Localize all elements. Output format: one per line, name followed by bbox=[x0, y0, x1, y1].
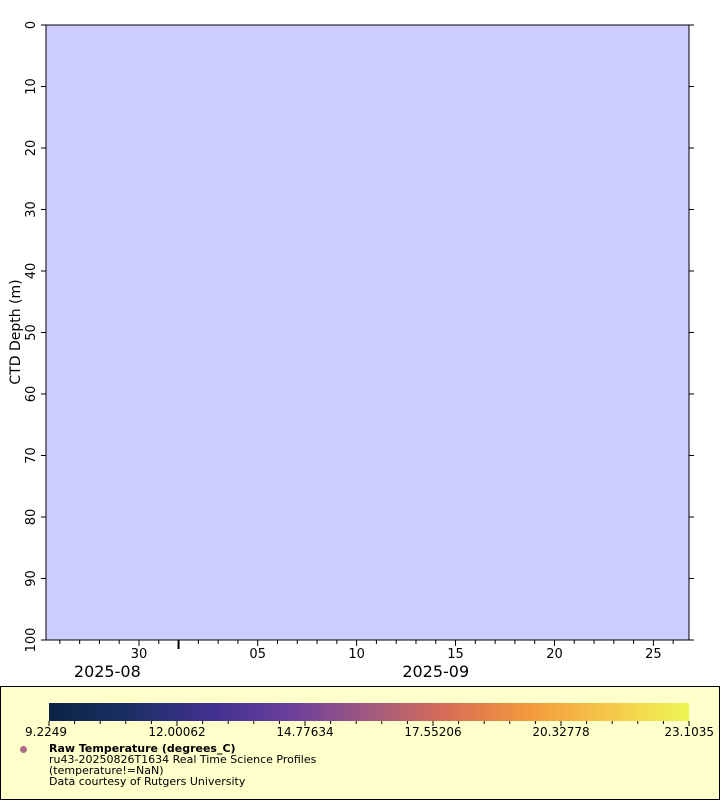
y-tick-label: 10 bbox=[24, 78, 39, 95]
x-tick-label: 15 bbox=[447, 647, 464, 662]
x-tick-label: 25 bbox=[645, 647, 662, 662]
legend-dataset: ru43-20250826T1634 Real Time Science Pro… bbox=[49, 753, 317, 766]
legend-marker-icon bbox=[20, 746, 27, 753]
colorbar: 9.2249 12.00062 14.77634 17.55206 20.32778 23… bbox=[25, 703, 714, 737]
x-tick-label: 10 bbox=[348, 647, 365, 662]
y-tick-label: 50 bbox=[24, 324, 39, 341]
y-tick-label: 70 bbox=[24, 447, 39, 464]
x-tick-label: 20 bbox=[546, 647, 563, 662]
y-tick-label: 60 bbox=[24, 386, 39, 403]
legend-entry: Raw Temperature (degrees_C) ru43-2025082… bbox=[20, 742, 317, 788]
y-tick-label: 80 bbox=[24, 509, 39, 526]
y-tick-label: 30 bbox=[24, 201, 39, 218]
x-axis: 30 05 10 15 20 25 2025-08 2025-09 bbox=[59, 640, 674, 681]
y-tick-label: 100 bbox=[24, 628, 39, 653]
month-label: 2025-08 bbox=[74, 662, 141, 681]
colorbar-label: 12.00062 bbox=[148, 725, 205, 737]
colorbar-label: 17.55206 bbox=[404, 725, 461, 737]
y-tick-label: 40 bbox=[24, 263, 39, 280]
y-axis-title: CTD Depth (m) bbox=[8, 279, 24, 384]
temperature-depth-chart: 0 10 20 30 40 50 60 70 80 90 100 30 05 10 15 20 25 2025-… bbox=[8, 21, 694, 681]
month-label: 2025-09 bbox=[402, 662, 469, 681]
legend-panel: 9.2249 12.00062 14.77634 17.55206 20.32778 23… bbox=[0, 686, 720, 800]
colorbar-label: 14.77634 bbox=[276, 725, 333, 737]
colorbar-gradient bbox=[49, 703, 689, 721]
colorbar-ticks: 9.2249 12.00062 14.77634 17.55206 20.32778 23… bbox=[25, 721, 714, 737]
colorbar-label: 9.2249 bbox=[25, 725, 67, 737]
y-tick-label: 90 bbox=[24, 570, 39, 587]
legend-variable-name: Raw Temperature (degrees_C) bbox=[49, 742, 236, 755]
colorbar-label: 23.1035 bbox=[664, 725, 714, 737]
y-axis: 0 10 20 30 40 50 60 70 80 90 100 bbox=[24, 21, 694, 653]
x-tick-label: 30 bbox=[131, 647, 148, 662]
profile-casts bbox=[46, 31, 663, 615]
y-tick-label: 0 bbox=[24, 21, 39, 29]
colorbar-label: 20.32778 bbox=[532, 725, 589, 737]
x-tick-label: 05 bbox=[249, 647, 266, 662]
y-tick-label: 20 bbox=[24, 140, 39, 157]
legend-credit: Data courtesy of Rutgers University bbox=[49, 775, 246, 788]
legend-constraint: (temperature!=NaN) bbox=[49, 764, 164, 777]
